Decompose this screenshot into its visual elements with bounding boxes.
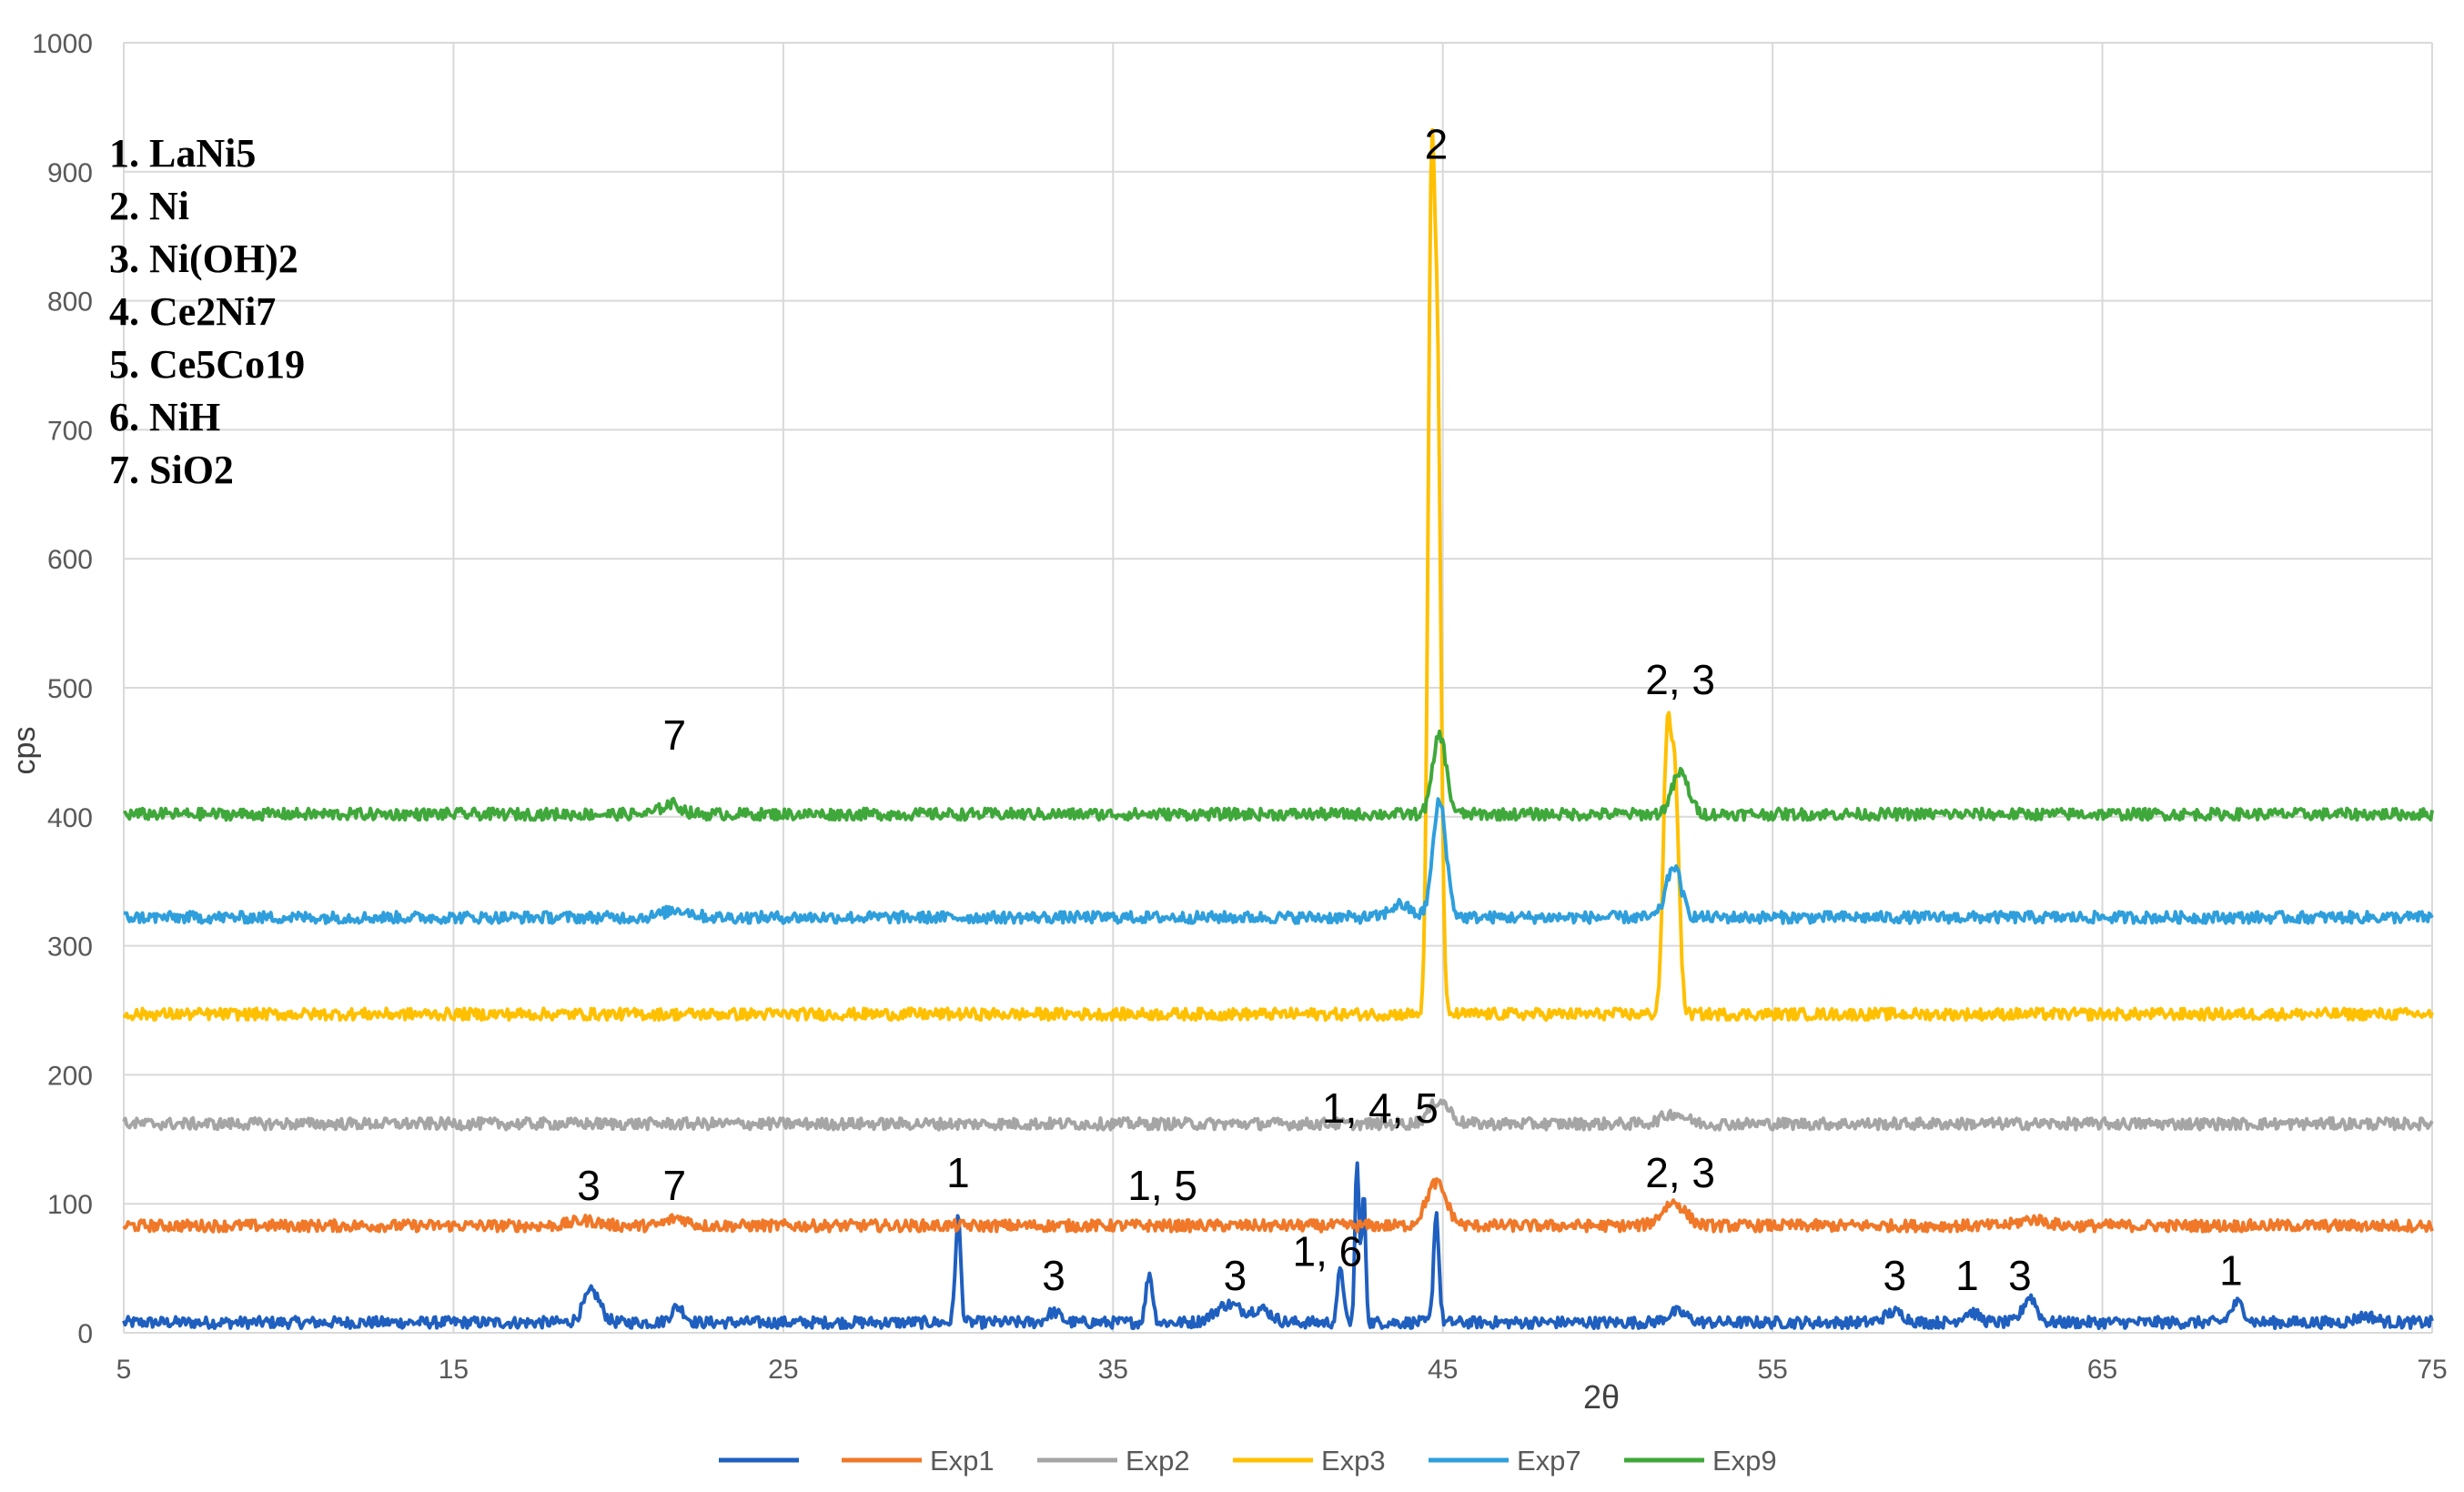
peak-annotation: 2, 3	[1645, 1149, 1715, 1196]
series-line-Exp1	[122, 1177, 2434, 1234]
series-line-Exp9	[123, 729, 2434, 822]
x-tick-label: 15	[439, 1355, 469, 1385]
x-tick-label: 75	[2417, 1355, 2447, 1385]
y-tick-label: 200	[47, 1061, 93, 1091]
y-tick-label: 900	[47, 158, 93, 188]
legend-label: Exp3	[1321, 1445, 1386, 1477]
legend-label: Exp1	[930, 1445, 995, 1477]
peak-annotation: 2, 3	[1645, 656, 1715, 703]
y-tick-label: 700	[47, 416, 93, 446]
x-tick-label: 65	[2087, 1355, 2117, 1385]
peak-annotation: 1, 5	[1127, 1162, 1197, 1209]
legend-item: Exp3	[1233, 1445, 1386, 1477]
peak-annotation: 2	[1425, 121, 1449, 168]
phase-item: 1. LaNi5	[109, 131, 257, 176]
x-axis-label: 2θ	[1583, 1378, 1620, 1416]
peak-annotation: 1, 6	[1292, 1227, 1362, 1275]
peak-annotation: 1	[946, 1149, 970, 1196]
peak-annotation: 3	[1224, 1252, 1247, 1299]
phase-item: 4. Ce2Ni7	[109, 289, 277, 334]
y-tick-label: 600	[47, 545, 93, 575]
x-tick-label: 35	[1098, 1355, 1128, 1385]
y-tick-label: 800	[47, 287, 93, 318]
x-tick-label: 55	[1757, 1355, 1787, 1385]
y-axis-label: cps	[7, 727, 42, 775]
peak-annotations: 22, 371, 4, 53 7 1 1, 5 2, 33 31, 63 1 3 1	[577, 121, 2242, 1300]
legend-item: Exp1	[842, 1445, 995, 1477]
peak-annotation: 1, 4, 5	[1322, 1084, 1439, 1132]
y-tick-label: 0	[77, 1319, 93, 1349]
phase-list: 1. LaNi5 2. Ni 3. Ni(OH)2 4. Ce2Ni7 5. C…	[109, 127, 305, 497]
peak-annotation: 3	[1042, 1252, 1065, 1299]
grid	[123, 42, 2433, 1334]
x-tick-label: 25	[768, 1355, 798, 1385]
phase-item: 7. SiO2	[109, 448, 234, 492]
y-tick-labels: 0 100 200 300 400 500 600 700 800 900 1000	[32, 29, 93, 1349]
legend-item: Exp2	[1037, 1445, 1190, 1477]
phase-item: 5. Ce5Co19	[109, 342, 306, 387]
phase-item: 2. Ni	[109, 184, 189, 228]
y-tick-label: 1000	[32, 29, 93, 59]
peak-annotation: 3	[1883, 1252, 1906, 1299]
peak-annotation: 3	[577, 1162, 601, 1209]
x-tick-label: 45	[1428, 1355, 1458, 1385]
y-tick-label: 500	[47, 674, 93, 704]
phase-item: 3. Ni(OH)2	[109, 237, 298, 281]
series-line-Exp3	[122, 127, 2434, 1023]
legend: Exp1 Exp2 Exp3 Exp7 Exp9	[719, 1445, 1777, 1477]
y-tick-label: 100	[47, 1190, 93, 1220]
legend-label: Exp9	[1712, 1445, 1777, 1477]
phase-item: 6. NiH	[109, 395, 221, 439]
x-tick-label: 5	[116, 1355, 132, 1385]
series-line-Exp7	[123, 797, 2434, 925]
series-lines	[122, 127, 2434, 1330]
series-line-unnamed	[122, 1161, 2434, 1330]
legend-label: Exp2	[1126, 1445, 1190, 1477]
peak-annotation: 7	[662, 1162, 686, 1209]
legend-label: Exp7	[1517, 1445, 1581, 1477]
peak-annotation: 3	[2008, 1252, 2032, 1299]
legend-item: Exp7	[1429, 1445, 1581, 1477]
x-tick-labels: 5 15 25 35 45 55 65 75	[116, 1355, 2448, 1385]
peak-annotation: 1	[1955, 1252, 1979, 1299]
legend-item: Exp9	[1624, 1445, 1777, 1477]
y-tick-label: 400	[47, 803, 93, 833]
series-line-Exp2	[122, 1098, 2434, 1132]
peak-annotation: 1	[2219, 1247, 2243, 1295]
y-tick-label: 300	[47, 932, 93, 963]
peak-annotation: 7	[662, 711, 686, 759]
